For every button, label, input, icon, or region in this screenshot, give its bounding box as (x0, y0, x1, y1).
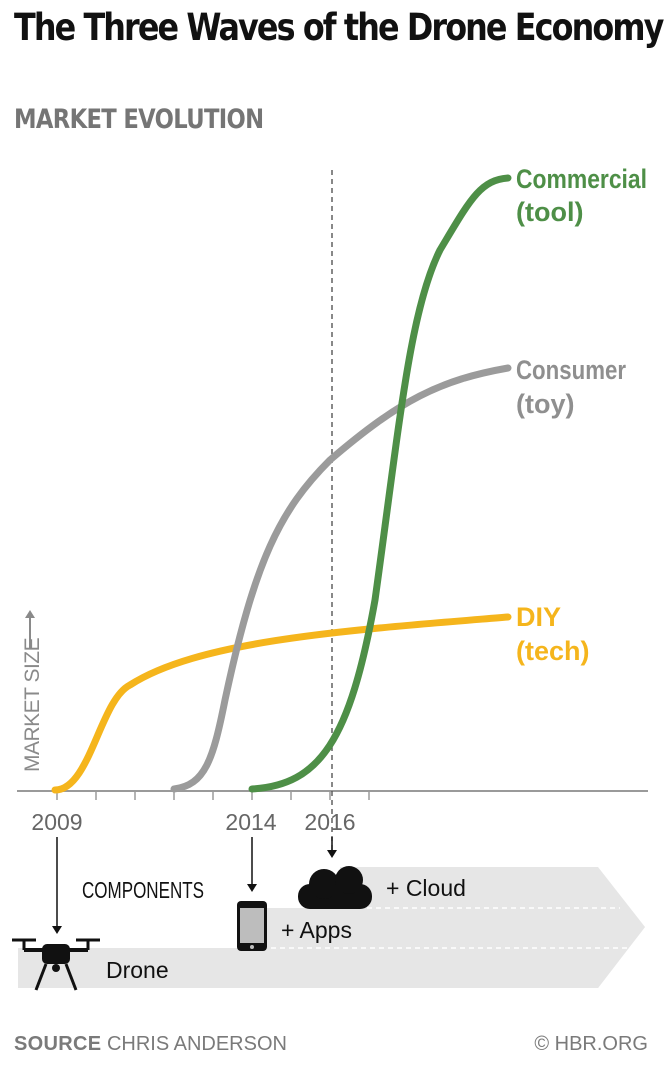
series-line-commercial (248, 174, 512, 793)
series-sublabel-diy: (tech) (516, 636, 590, 666)
arrowhead-2014 (247, 884, 257, 892)
y-axis-label-group: MARKET SIZE (21, 610, 44, 772)
arrowhead-2009 (52, 926, 62, 934)
x-axis-ticks (56, 791, 370, 800)
series-label-commercial: Commercial (516, 164, 647, 194)
components-band (18, 867, 645, 988)
band-drone-layer (18, 948, 620, 988)
layer-label-drone: Drone (106, 957, 169, 983)
layer-label-cloud: + Cloud (386, 875, 466, 901)
series-label-consumer: Consumer (516, 355, 626, 385)
chart-area: MARKET SIZE 2009 2014 2016 Commercial (t… (12, 164, 648, 991)
chart-subtitle: MARKET EVOLUTION (14, 104, 264, 135)
x-tick-label-2014: 2014 (225, 809, 276, 835)
arrowhead-2016 (327, 850, 337, 858)
x-tick-label-2009: 2009 (31, 809, 82, 835)
series-line-diy (51, 613, 512, 794)
source-text: CHRIS ANDERSON (106, 1033, 287, 1055)
x-tick-label-2016: 2016 (304, 809, 355, 835)
series-line-consumer (170, 364, 512, 793)
source-label: SOURCE (14, 1033, 102, 1055)
chart-title: The Three Waves of the Drone Economy (14, 6, 664, 49)
source-note: SOURCE CHRIS ANDERSON (14, 1033, 287, 1056)
series-sublabel-commercial: (tool) (516, 197, 583, 227)
layer-label-apps: + Apps (281, 917, 352, 943)
series-label-diy: DIY (516, 602, 561, 632)
components-heading: COMPONENTS (82, 877, 204, 903)
credit: © HBR.ORG (534, 1033, 648, 1055)
cloud-icon (298, 866, 372, 909)
drone-icon (12, 938, 100, 991)
series-sublabel-consumer: (toy) (516, 389, 574, 419)
smartphone-icon (237, 901, 267, 951)
y-axis-label: MARKET SIZE (21, 637, 44, 772)
y-axis-arrowhead (25, 610, 35, 618)
